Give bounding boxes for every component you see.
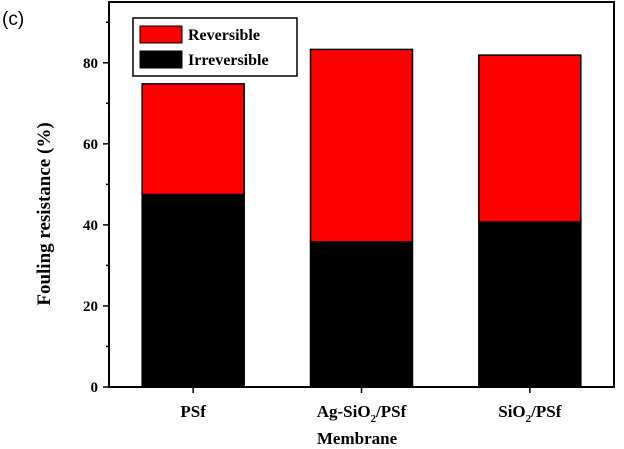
- panel-label: (c): [2, 9, 24, 30]
- x-tick-label: Ag-SiO2/PSf: [317, 402, 407, 425]
- x-axis-label: Membrane: [317, 429, 398, 448]
- y-tick-label: 20: [83, 299, 98, 315]
- legend-label-irreversible: Irreversible: [188, 52, 269, 69]
- x-tick-label: PSf: [180, 402, 206, 421]
- y-ticks: 0 20 40 60 80: [83, 22, 109, 396]
- x-tick-label: SiO2/PSf: [498, 402, 561, 425]
- y-tick-label: 0: [91, 380, 99, 396]
- bar-irreversible-1: [311, 242, 413, 387]
- bar-reversible-2: [479, 55, 581, 222]
- legend: Reversible Irreversible: [133, 18, 297, 76]
- bar-reversible-1: [311, 49, 413, 242]
- y-tick-label: 80: [83, 56, 98, 72]
- legend-label-reversible: Reversible: [188, 27, 260, 44]
- legend-swatch-irreversible: [140, 51, 182, 68]
- legend-swatch-reversible: [140, 26, 182, 43]
- x-ticks: PSf Ag-SiO2/PSf SiO2/PSf: [180, 387, 561, 425]
- bar-group: [142, 49, 581, 387]
- bar-irreversible-2: [479, 222, 581, 387]
- y-tick-label: 40: [83, 218, 98, 234]
- y-axis-label: Fouling resistance (%): [34, 122, 55, 305]
- bar-reversible-0: [142, 84, 244, 195]
- y-tick-label: 60: [83, 137, 98, 153]
- bar-irreversible-0: [142, 195, 244, 388]
